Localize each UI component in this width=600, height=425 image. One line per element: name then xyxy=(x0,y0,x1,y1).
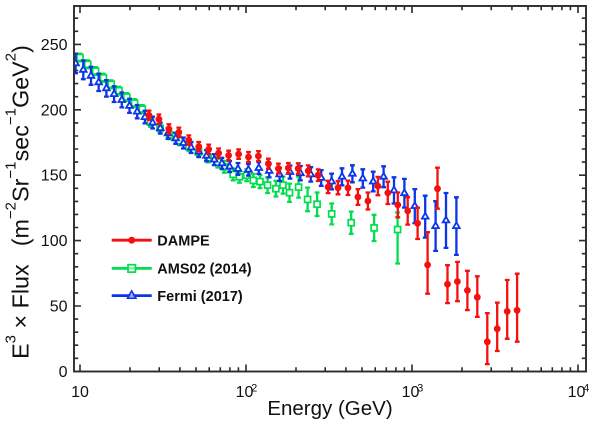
svg-text:100: 100 xyxy=(41,233,68,250)
svg-text:2: 2 xyxy=(251,383,257,395)
svg-text:200: 200 xyxy=(41,102,68,119)
svg-text:50: 50 xyxy=(50,299,68,316)
svg-text:3: 3 xyxy=(417,383,423,395)
svg-text:4: 4 xyxy=(583,383,589,395)
svg-text:DAMPE: DAMPE xyxy=(157,234,210,250)
svg-text:E3 × Flux (m−2 Sr−1 sec−1 Ge: E3 × Flux (m−2 Sr−1 sec−1 GeV2 ) xyxy=(3,45,34,359)
svg-text:Energy (GeV): Energy (GeV) xyxy=(267,397,392,420)
svg-text:10: 10 xyxy=(71,384,89,401)
svg-text:0: 0 xyxy=(59,364,68,381)
svg-text:250: 250 xyxy=(41,37,68,54)
svg-text:10: 10 xyxy=(402,384,420,401)
svg-text:AMS02 (2014): AMS02 (2014) xyxy=(157,262,251,278)
svg-text:10: 10 xyxy=(236,384,254,401)
svg-text:10: 10 xyxy=(568,384,586,401)
svg-text:Fermi (2017): Fermi (2017) xyxy=(157,289,243,305)
svg-text:150: 150 xyxy=(41,168,68,185)
